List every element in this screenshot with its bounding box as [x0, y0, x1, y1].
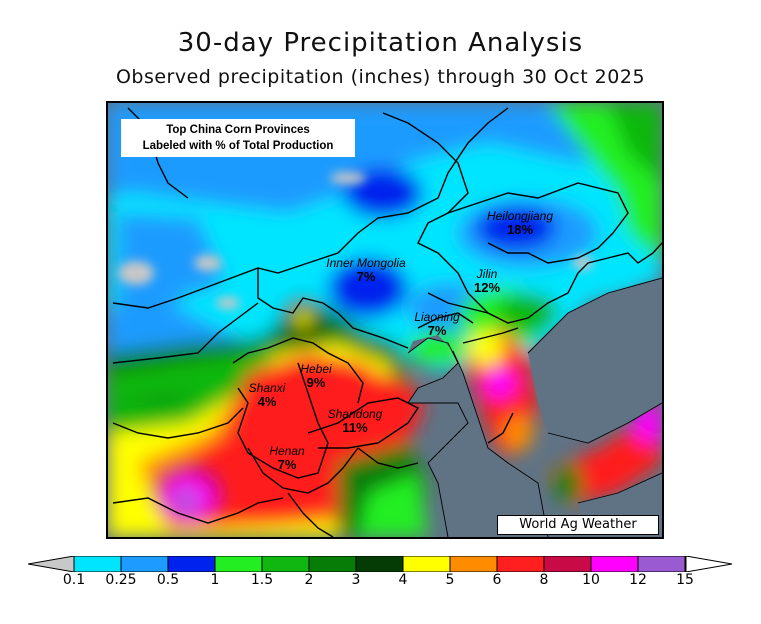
legend-tick-label: 15 [676, 572, 694, 588]
legend-bin [637, 556, 686, 572]
legend-bin [73, 556, 122, 572]
province-share: 9% [306, 375, 326, 390]
province-share: 7% [356, 269, 376, 284]
map-canvas [108, 103, 662, 537]
province-name: Inner Mongolia [326, 256, 406, 270]
legend-bin [261, 556, 310, 572]
province-name: Heilongjiang [486, 209, 554, 223]
brand-label: World Ag Weather [497, 515, 659, 535]
map-subtitle: Observed precipitation (inches) through … [115, 66, 646, 88]
map-title: 30-day Precipitation Analysis [177, 28, 584, 58]
legend-bin [590, 556, 639, 572]
legend-tick-label: 0.25 [105, 572, 137, 588]
province-name: Henan [269, 444, 305, 458]
province-label-henan: Henan 7% [262, 445, 312, 472]
legend-tick-label: 1 [210, 572, 220, 588]
province-share: 7% [277, 457, 297, 472]
province-share: 4% [257, 394, 277, 409]
province-label-shandong: Shandong 11% [320, 408, 390, 435]
province-share: 18% [506, 222, 534, 237]
legend-bin [167, 556, 216, 572]
legend-tick-label: 5 [445, 572, 455, 588]
info-box: Top China Corn Provinces Labeled with % … [121, 119, 355, 157]
province-label-heilongjiang: Heilongjiang 18% [478, 210, 562, 237]
legend-below-arrow [28, 556, 75, 572]
province-label-inner-mongolia: Inner Mongolia 7% [318, 257, 414, 284]
province-label-shanxi: Shanxi 4% [242, 382, 292, 409]
precipitation-map [106, 101, 664, 539]
province-name: Liaoning [414, 310, 460, 324]
legend-tick-label: 8 [539, 572, 549, 588]
province-label-liaoning: Liaoning 7% [406, 311, 468, 338]
color-scale-legend [28, 556, 733, 572]
legend-tick-label: 0.1 [62, 572, 86, 588]
legend-bin [402, 556, 451, 572]
province-name: Shandong [327, 407, 383, 421]
legend-tick-label: 4 [398, 572, 408, 588]
province-share: 7% [427, 323, 447, 338]
province-share: 11% [342, 420, 368, 435]
province-name: Jilin [476, 267, 498, 281]
legend-tick-label: 12 [629, 572, 647, 588]
info-line-1: Top China Corn Provinces [166, 124, 310, 136]
dry-areas [118, 172, 593, 309]
legend-above-arrow [685, 556, 733, 572]
province-share: 12% [473, 280, 501, 295]
legend-bin [355, 556, 404, 572]
legend-bin [120, 556, 169, 572]
legend-tick-label: 2 [304, 572, 314, 588]
legend-tick-label: 10 [582, 572, 600, 588]
legend-bins [73, 556, 686, 572]
info-line-2: Labeled with % of Total Production [142, 140, 334, 152]
legend-tick-label: 3 [351, 572, 361, 588]
legend-bin [496, 556, 545, 572]
legend-bin [543, 556, 592, 572]
province-label-hebei: Hebei 9% [294, 363, 338, 390]
legend-bin [449, 556, 498, 572]
legend-bin [214, 556, 263, 572]
province-label-jilin: Jilin 12% [465, 268, 509, 295]
legend-bin [308, 556, 357, 572]
legend-tick-label: 6 [492, 572, 502, 588]
legend-tick-label: 0.5 [156, 572, 180, 588]
province-name: Shanxi [248, 381, 286, 395]
coastlines [407, 277, 662, 537]
legend-tick-label: 1.5 [250, 572, 274, 588]
province-name: Hebei [300, 362, 332, 376]
